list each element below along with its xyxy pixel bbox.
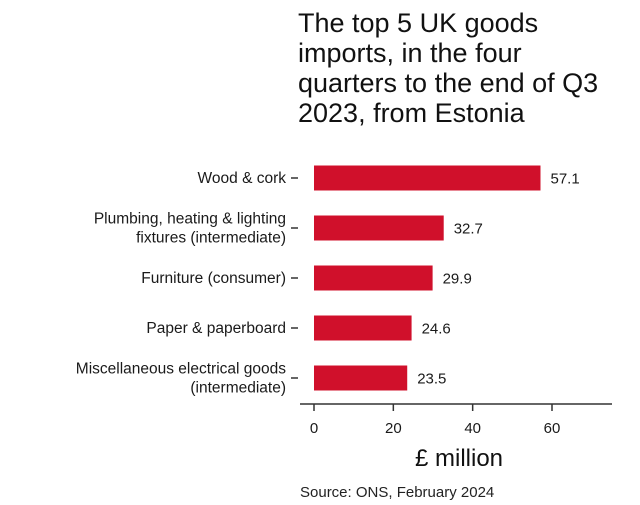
category-label-line: (intermediate) [190,380,286,397]
value-label: 57.1 [550,171,579,188]
x-tick-label: 20 [385,420,402,437]
category-label: Miscellaneous electrical goods (intermedi… [76,361,286,397]
bar [314,365,408,391]
x-axis-title: £ million [415,445,503,472]
category-labels: Wood & cork Plumbing, heating & lighting f… [76,170,286,397]
category-label-line: Paper & paperboard [146,320,286,337]
category-label: Furniture (consumer) [141,270,286,287]
bar [314,265,433,291]
category-label: Wood & cork [198,170,287,187]
category-label-line: Miscellaneous electrical goods [76,361,286,378]
category-label-line: Plumbing, heating & lighting [94,211,286,228]
bar [314,215,444,241]
category-label-line: fixtures (intermediate) [136,230,286,247]
category-label: Plumbing, heating & lighting fixtures (in… [94,211,286,247]
x-tick-label: 40 [464,420,481,437]
value-label: 23.5 [417,371,446,388]
x-tick-label: 60 [544,420,561,437]
value-label: 29.9 [443,271,472,288]
chart-title: The top 5 UK goods imports, in the four … [298,8,599,128]
x-tick-label: 0 [310,420,318,437]
bars-layer [314,165,541,391]
value-label: 32.7 [454,221,483,238]
bar [314,165,541,191]
source-note: Source: ONS, February 2024 [300,484,495,501]
bar [314,315,412,341]
category-label: Paper & paperboard [146,320,286,337]
x-axis: 0 20 40 60 [291,177,612,437]
category-label-line: Furniture (consumer) [141,270,286,287]
value-labels: 57.1 32.7 29.9 24.6 23.5 [417,171,579,388]
value-label: 24.6 [422,321,451,338]
category-label-line: Wood & cork [198,170,287,187]
